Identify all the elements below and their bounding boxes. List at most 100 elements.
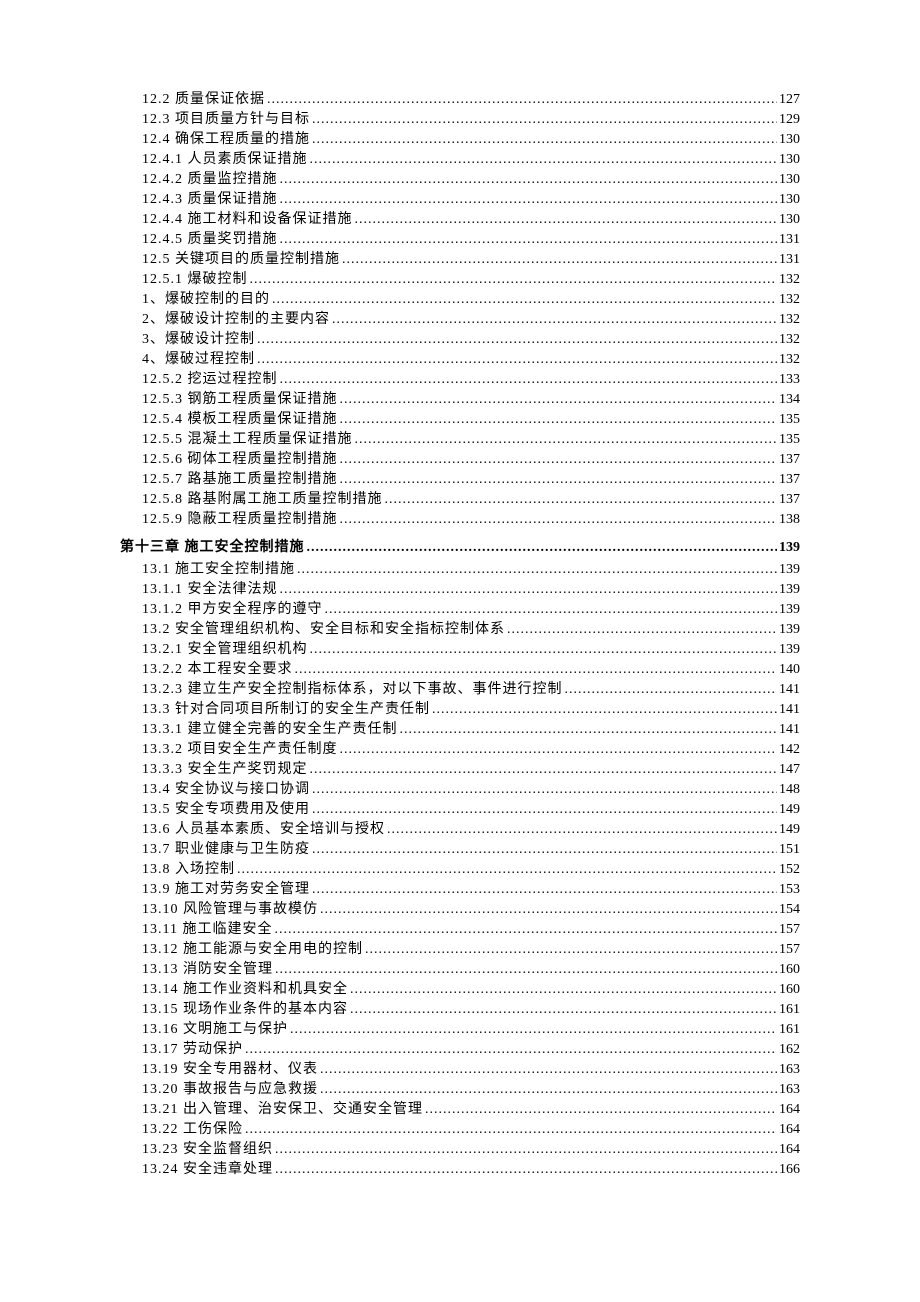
- toc-leader-dots: [245, 1040, 777, 1060]
- toc-label: 12.5.8 路基附属工施工质量控制措施: [142, 490, 383, 510]
- toc-label: 1、爆破控制的目的: [142, 290, 270, 310]
- toc-page-number: 139: [779, 620, 800, 640]
- toc-page-number: 137: [779, 490, 800, 510]
- toc-leader-dots: [340, 470, 778, 490]
- toc-entry: 13.17 劳动保护162: [120, 1040, 800, 1060]
- toc-leader-dots: [400, 720, 778, 740]
- toc-entry: 13.3.3 安全生产奖罚规定147: [120, 760, 800, 780]
- toc-entry: 13.7 职业健康与卫生防疫151: [120, 840, 800, 860]
- toc-label: 13.3.1 建立健全完善的安全生产责任制: [142, 720, 398, 740]
- toc-label: 13.7 职业健康与卫生防疫: [142, 840, 310, 860]
- toc-leader-dots: [310, 760, 778, 780]
- toc-leader-dots: [507, 620, 777, 640]
- toc-label: 13.15 现场作业条件的基本内容: [142, 1000, 348, 1020]
- toc-entry: 12.4.1 人员素质保证措施 130: [120, 150, 800, 170]
- toc-leader-dots: [387, 820, 777, 840]
- toc-entry: 13.12 施工能源与安全用电的控制157: [120, 940, 800, 960]
- toc-entry: 13.22 工伤保险164: [120, 1120, 800, 1140]
- toc-leader-dots: [290, 1020, 777, 1040]
- toc-page-number: 127: [779, 90, 800, 110]
- toc-page-number: 130: [779, 210, 800, 230]
- toc-leader-dots: [280, 580, 778, 600]
- toc-leader-dots: [350, 1000, 777, 1020]
- toc-entry: 13.1.2 甲方安全程序的遵守139: [120, 600, 800, 620]
- toc-page-number: 133: [779, 370, 800, 390]
- toc-entry: 12.5.4 模板工程质量保证措施135: [120, 410, 800, 430]
- toc-leader-dots: [340, 410, 778, 430]
- toc-label: 13.14 施工作业资料和机具安全: [142, 980, 348, 1000]
- toc-page-number: 161: [779, 1020, 800, 1040]
- toc-label: 12.3 项目质量方针与目标: [142, 110, 310, 130]
- toc-leader-dots: [257, 350, 777, 370]
- toc-leader-dots: [565, 680, 778, 700]
- toc-label: 13.23 安全监督组织: [142, 1140, 273, 1160]
- toc-entry: 13.9 施工对劳务安全管理 153: [120, 880, 800, 900]
- toc-page-number: 139: [779, 600, 800, 620]
- toc-leader-dots: [342, 250, 777, 270]
- toc-page-number: 157: [779, 940, 800, 960]
- toc-label: 第十三章 施工安全控制措施: [120, 538, 305, 558]
- toc-entry: 13.2.1 安全管理组织机构 139: [120, 640, 800, 660]
- toc-page-number: 139: [779, 538, 800, 558]
- toc-label: 12.5.3 钢筋工程质量保证措施: [142, 390, 338, 410]
- toc-label: 13.4 安全协议与接口协调: [142, 780, 310, 800]
- toc-entry: 3、爆破设计控制132: [120, 330, 800, 350]
- toc-page-number: 137: [779, 470, 800, 490]
- toc-label: 13.16 文明施工与保护: [142, 1020, 288, 1040]
- toc-entry: 13.2 安全管理组织机构、安全目标和安全指标控制体系139: [120, 620, 800, 640]
- toc-label: 12.4.1 人员素质保证措施: [142, 150, 308, 170]
- toc-label: 13.9 施工对劳务安全管理: [142, 880, 310, 900]
- toc-page-number: 142: [779, 740, 800, 760]
- toc-entry: 13.5 安全专项费用及使用 149: [120, 800, 800, 820]
- toc-entry: 13.6 人员基本素质、安全培训与授权149: [120, 820, 800, 840]
- toc-entry: 13.10 风险管理与事故模仿154: [120, 900, 800, 920]
- toc-leader-dots: [280, 370, 778, 390]
- toc-label: 13.17 劳动保护: [142, 1040, 243, 1060]
- toc-entry: 13.16 文明施工与保护 161: [120, 1020, 800, 1040]
- toc-entry: 12.5.2 挖运过程控制133: [120, 370, 800, 390]
- toc-label: 13.2.2 本工程安全要求: [142, 660, 293, 680]
- toc-label: 13.24 安全违章处理: [142, 1160, 273, 1180]
- toc-entry: 13.1.1 安全法律法规 139: [120, 580, 800, 600]
- toc-page-number: 153: [779, 880, 800, 900]
- toc-page-number: 139: [779, 640, 800, 660]
- toc-label: 13.13 消防安全管理: [142, 960, 273, 980]
- toc-leader-dots: [245, 1120, 777, 1140]
- toc-label: 13.3.2 项目安全生产责任制度: [142, 740, 338, 760]
- toc-page-number: 161: [779, 1000, 800, 1020]
- toc-label: 13.11 施工临建安全: [142, 920, 272, 940]
- toc-entry: 13.14 施工作业资料和机具安全160: [120, 980, 800, 1000]
- toc-page-number: 135: [779, 430, 800, 450]
- toc-page-number: 137: [779, 450, 800, 470]
- toc-entry: 12.5.6 砌体工程质量控制措施137: [120, 450, 800, 470]
- toc-label: 12.5.5 混凝土工程质量保证措施: [142, 430, 353, 450]
- toc-label: 12.4.5 质量奖罚措施: [142, 230, 278, 250]
- toc-leader-dots: [312, 880, 777, 900]
- toc-entry: 1、爆破控制的目的132: [120, 290, 800, 310]
- toc-label: 13.1.1 安全法律法规: [142, 580, 278, 600]
- toc-page-number: 131: [779, 230, 800, 250]
- toc-page-number: 149: [779, 800, 800, 820]
- table-of-contents: 12.2 质量保证依据12712.3 项目质量方针与目标12912.4 确保工程…: [120, 90, 800, 1180]
- toc-leader-dots: [272, 290, 777, 310]
- toc-entry: 13.2.2 本工程安全要求140: [120, 660, 800, 680]
- toc-label: 12.4.4 施工材料和设备保证措施: [142, 210, 353, 230]
- toc-leader-dots: [365, 940, 777, 960]
- toc-label: 3、爆破设计控制: [142, 330, 255, 350]
- toc-page-number: 132: [779, 270, 800, 290]
- toc-entry: 13.3.2 项目安全生产责任制度 142: [120, 740, 800, 760]
- toc-leader-dots: [385, 490, 778, 510]
- toc-page-number: 132: [779, 350, 800, 370]
- toc-entry: 12.4.5 质量奖罚措施 131: [120, 230, 800, 250]
- toc-leader-dots: [237, 860, 777, 880]
- toc-page-number: 130: [779, 150, 800, 170]
- toc-leader-dots: [310, 150, 778, 170]
- toc-label: 13.21 出入管理、治安保卫、交通安全管理: [142, 1100, 423, 1120]
- toc-label: 13.5 安全专项费用及使用: [142, 800, 310, 820]
- toc-page-number: 139: [779, 560, 800, 580]
- toc-leader-dots: [312, 780, 777, 800]
- toc-page-number: 139: [779, 580, 800, 600]
- toc-label: 13.2.1 安全管理组织机构: [142, 640, 308, 660]
- toc-entry: 12.4 确保工程质量的措施130: [120, 130, 800, 150]
- toc-page-number: 160: [779, 960, 800, 980]
